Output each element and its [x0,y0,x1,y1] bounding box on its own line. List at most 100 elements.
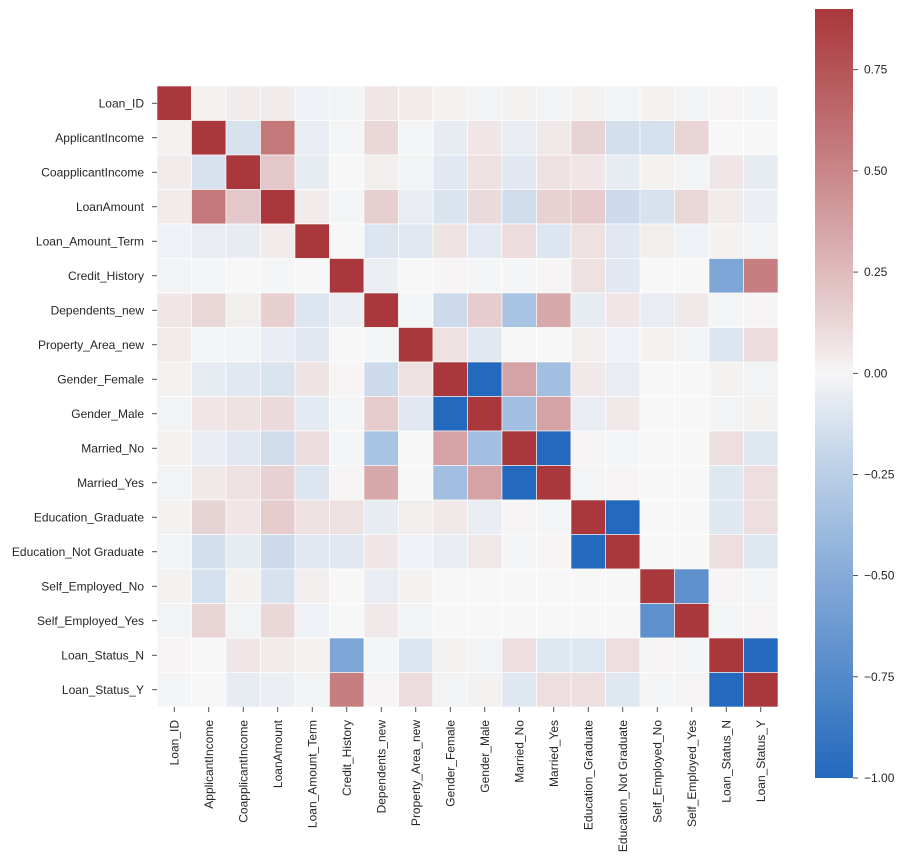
heatmap-cell [363,120,399,156]
heatmap-cell [605,568,641,604]
heatmap-cell [294,534,330,570]
heatmap-cell [536,534,572,570]
heatmap-cell [743,120,779,156]
heatmap-cell [639,120,675,156]
heatmap-cell [294,258,330,294]
heatmap-cell [398,292,434,328]
heatmap-cell [708,672,744,708]
heatmap-cell [708,223,744,259]
heatmap-cell [260,223,296,259]
heatmap-cell [260,603,296,639]
heatmap-cell [363,430,399,466]
heatmap-cell [536,223,572,259]
heatmap-cell [467,361,503,397]
heatmap-cell [398,637,434,673]
heatmap-cell [225,120,261,156]
heatmap-cell [536,154,572,190]
heatmap-cell [329,85,365,121]
heatmap-cell [363,568,399,604]
y-tick-label: Loan_Amount_Term [36,234,144,248]
heatmap-cell [225,603,261,639]
heatmap-cell [743,499,779,535]
heatmap-cell [294,465,330,501]
heatmap-cell [329,637,365,673]
heatmap-cell [708,120,744,156]
heatmap-cell [743,223,779,259]
heatmap-cell [156,430,192,466]
heatmap-cell [191,292,227,328]
heatmap-cell [467,534,503,570]
heatmap-cell [363,534,399,570]
heatmap-cell [363,258,399,294]
heatmap-cell [191,430,227,466]
heatmap-cell [639,430,675,466]
y-tick-label: LoanAmount [76,200,145,214]
heatmap-cell [674,154,710,190]
heatmap-cell [156,396,192,432]
heatmap-cell [329,361,365,397]
heatmap-cell [570,327,606,363]
heatmap-cell [467,396,503,432]
y-tick-label: Self_Employed_Yes [37,614,144,628]
heatmap-cell [294,568,330,604]
heatmap-cell [501,465,537,501]
heatmap-cell [329,499,365,535]
heatmap-cell [294,223,330,259]
heatmap-cell [743,189,779,225]
heatmap-cell [708,499,744,535]
heatmap-cell [329,292,365,328]
x-tick-label: Dependents_new [374,720,388,814]
heatmap-cell [398,396,434,432]
colorbar-tick-label: 0.00 [864,366,888,380]
heatmap-cell [225,223,261,259]
x-tick-label: CoapplicantIncome [236,720,250,823]
heatmap-cell [570,189,606,225]
heatmap-cell [260,361,296,397]
heatmap-cell [432,603,468,639]
heatmap-cell [605,120,641,156]
heatmap-cell [363,465,399,501]
heatmap-cell [329,258,365,294]
heatmap-cell [467,568,503,604]
heatmap-cell [260,499,296,535]
heatmap-cell [156,154,192,190]
heatmap-cell [398,361,434,397]
heatmap-cell [191,534,227,570]
heatmap-cell [467,465,503,501]
heatmap-cell [536,568,572,604]
heatmap-cell [363,603,399,639]
heatmap-cell [363,292,399,328]
heatmap-cell [191,120,227,156]
heatmap-cell [674,361,710,397]
y-tick-label: Self_Employed_No [41,579,144,593]
heatmap-cell [467,499,503,535]
heatmap-cell [363,637,399,673]
heatmap-cell [743,154,779,190]
heatmap-cell [639,396,675,432]
heatmap-cell [605,361,641,397]
heatmap-cell [398,327,434,363]
heatmap-cell [191,361,227,397]
heatmap-cell [501,258,537,294]
heatmap-cell [225,534,261,570]
heatmap-cell [570,603,606,639]
heatmap-cell [363,672,399,708]
heatmap-cell [398,85,434,121]
heatmap-cell [708,85,744,121]
heatmap-cell [674,499,710,535]
heatmap-cell [329,223,365,259]
heatmap-cell [260,465,296,501]
heatmap-cell [294,430,330,466]
heatmap-cell [674,223,710,259]
heatmap-cell [432,258,468,294]
heatmap-cell [191,672,227,708]
heatmap-cell [639,85,675,121]
x-tick-label: Education_Graduate [581,720,595,830]
x-tick-label: Property_Area_new [409,720,423,826]
heatmap-cell [191,603,227,639]
heatmap-cell [467,85,503,121]
heatmap-cell [156,258,192,294]
heatmap-cell [260,189,296,225]
heatmap-cell [191,189,227,225]
heatmap-cell [191,223,227,259]
